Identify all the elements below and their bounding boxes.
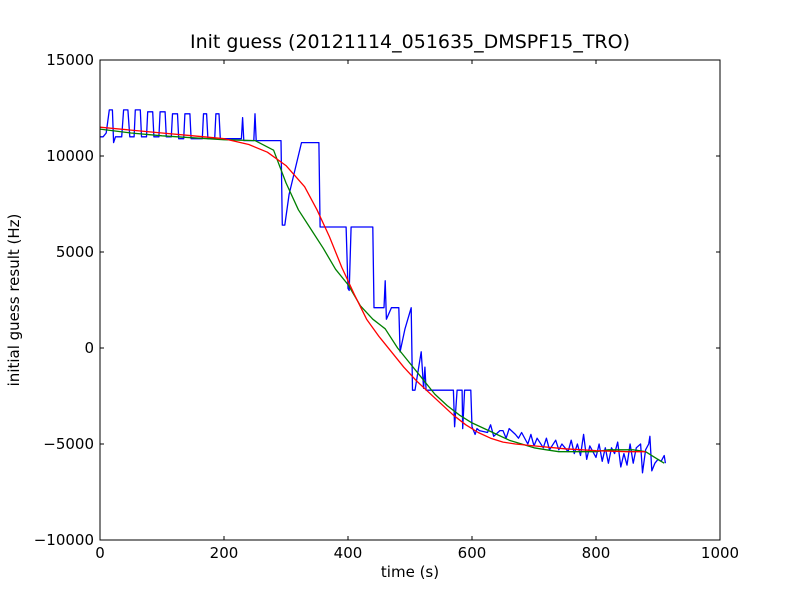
y-tick-label: 10000 xyxy=(46,147,94,165)
y-axis-label: initial guess result (Hz) xyxy=(5,214,23,387)
y-tick-label: 0 xyxy=(84,339,94,357)
series-layer xyxy=(100,109,667,474)
x-tick-label: 1000 xyxy=(701,544,739,562)
chart-title: Init guess (20121114_051635_DMSPF15_TRO) xyxy=(190,31,630,53)
x-tick-label: 800 xyxy=(582,544,611,562)
series-line-2 xyxy=(100,126,646,453)
y-tick-label: −10000 xyxy=(34,531,94,549)
x-axis-label: time (s) xyxy=(381,563,439,581)
plot-area-frame xyxy=(99,59,721,541)
series-line-1 xyxy=(100,128,665,464)
y-tick-label: 5000 xyxy=(56,243,94,261)
x-tick-label: 200 xyxy=(210,544,239,562)
y-tick-label: 15000 xyxy=(46,51,94,69)
y-tick-label: −5000 xyxy=(43,435,94,453)
y-axis: −10000 −5000 0 5000 10000 15000 xyxy=(34,51,720,549)
x-tick-label: 600 xyxy=(458,544,487,562)
x-tick-label: 0 xyxy=(95,544,105,562)
x-tick-label: 400 xyxy=(334,544,363,562)
x-axis: 0 200 400 600 800 1000 xyxy=(95,60,739,562)
